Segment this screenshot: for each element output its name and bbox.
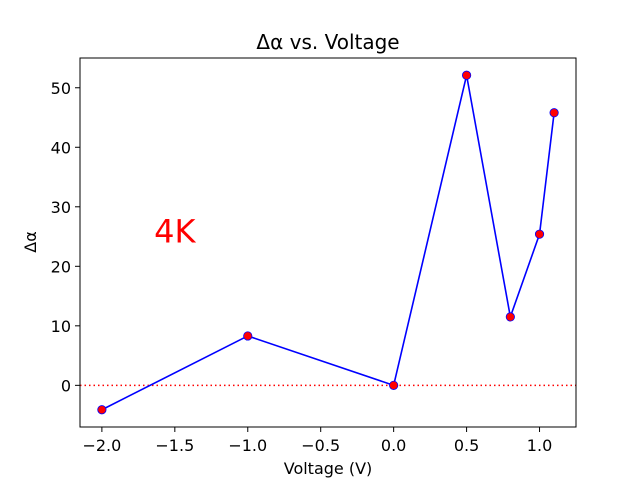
x-tick-label: 0.5 bbox=[454, 436, 479, 455]
data-point bbox=[389, 380, 399, 390]
y-tick-label: 0 bbox=[61, 376, 71, 395]
data-point bbox=[461, 70, 472, 80]
y-tick-label: 20 bbox=[51, 257, 71, 276]
x-tick-label: 0.0 bbox=[381, 436, 406, 455]
y-tick-label: 40 bbox=[51, 138, 71, 157]
x-tick-label: −0.5 bbox=[301, 436, 340, 455]
y-axis-label: Δα bbox=[21, 231, 40, 253]
data-point bbox=[549, 108, 559, 118]
data-point bbox=[505, 312, 515, 322]
data-point bbox=[97, 405, 107, 415]
y-tick-label: 10 bbox=[51, 317, 71, 336]
data-point bbox=[243, 331, 253, 341]
y-tick-label: 50 bbox=[51, 79, 71, 98]
annotation-label: 4K bbox=[154, 213, 196, 251]
x-tick-label: −1.5 bbox=[155, 436, 194, 455]
x-axis: −2.0 −1.5 −1.0 −0.5 0.0 0.5 1.0 bbox=[82, 427, 552, 455]
plot-frame bbox=[79, 57, 577, 428]
x-tick-label: 1.0 bbox=[527, 436, 552, 455]
x-axis-label: Voltage (V) bbox=[284, 459, 373, 478]
x-tick-label: −1.0 bbox=[228, 436, 267, 455]
plot-area: 4K bbox=[80, 70, 576, 415]
y-axis: 0 10 20 30 40 50 bbox=[51, 79, 80, 395]
chart-title: Δα vs. Voltage bbox=[256, 30, 399, 54]
x-tick-label: −2.0 bbox=[82, 436, 121, 455]
y-tick-label: 30 bbox=[51, 198, 71, 217]
data-point bbox=[534, 229, 545, 239]
